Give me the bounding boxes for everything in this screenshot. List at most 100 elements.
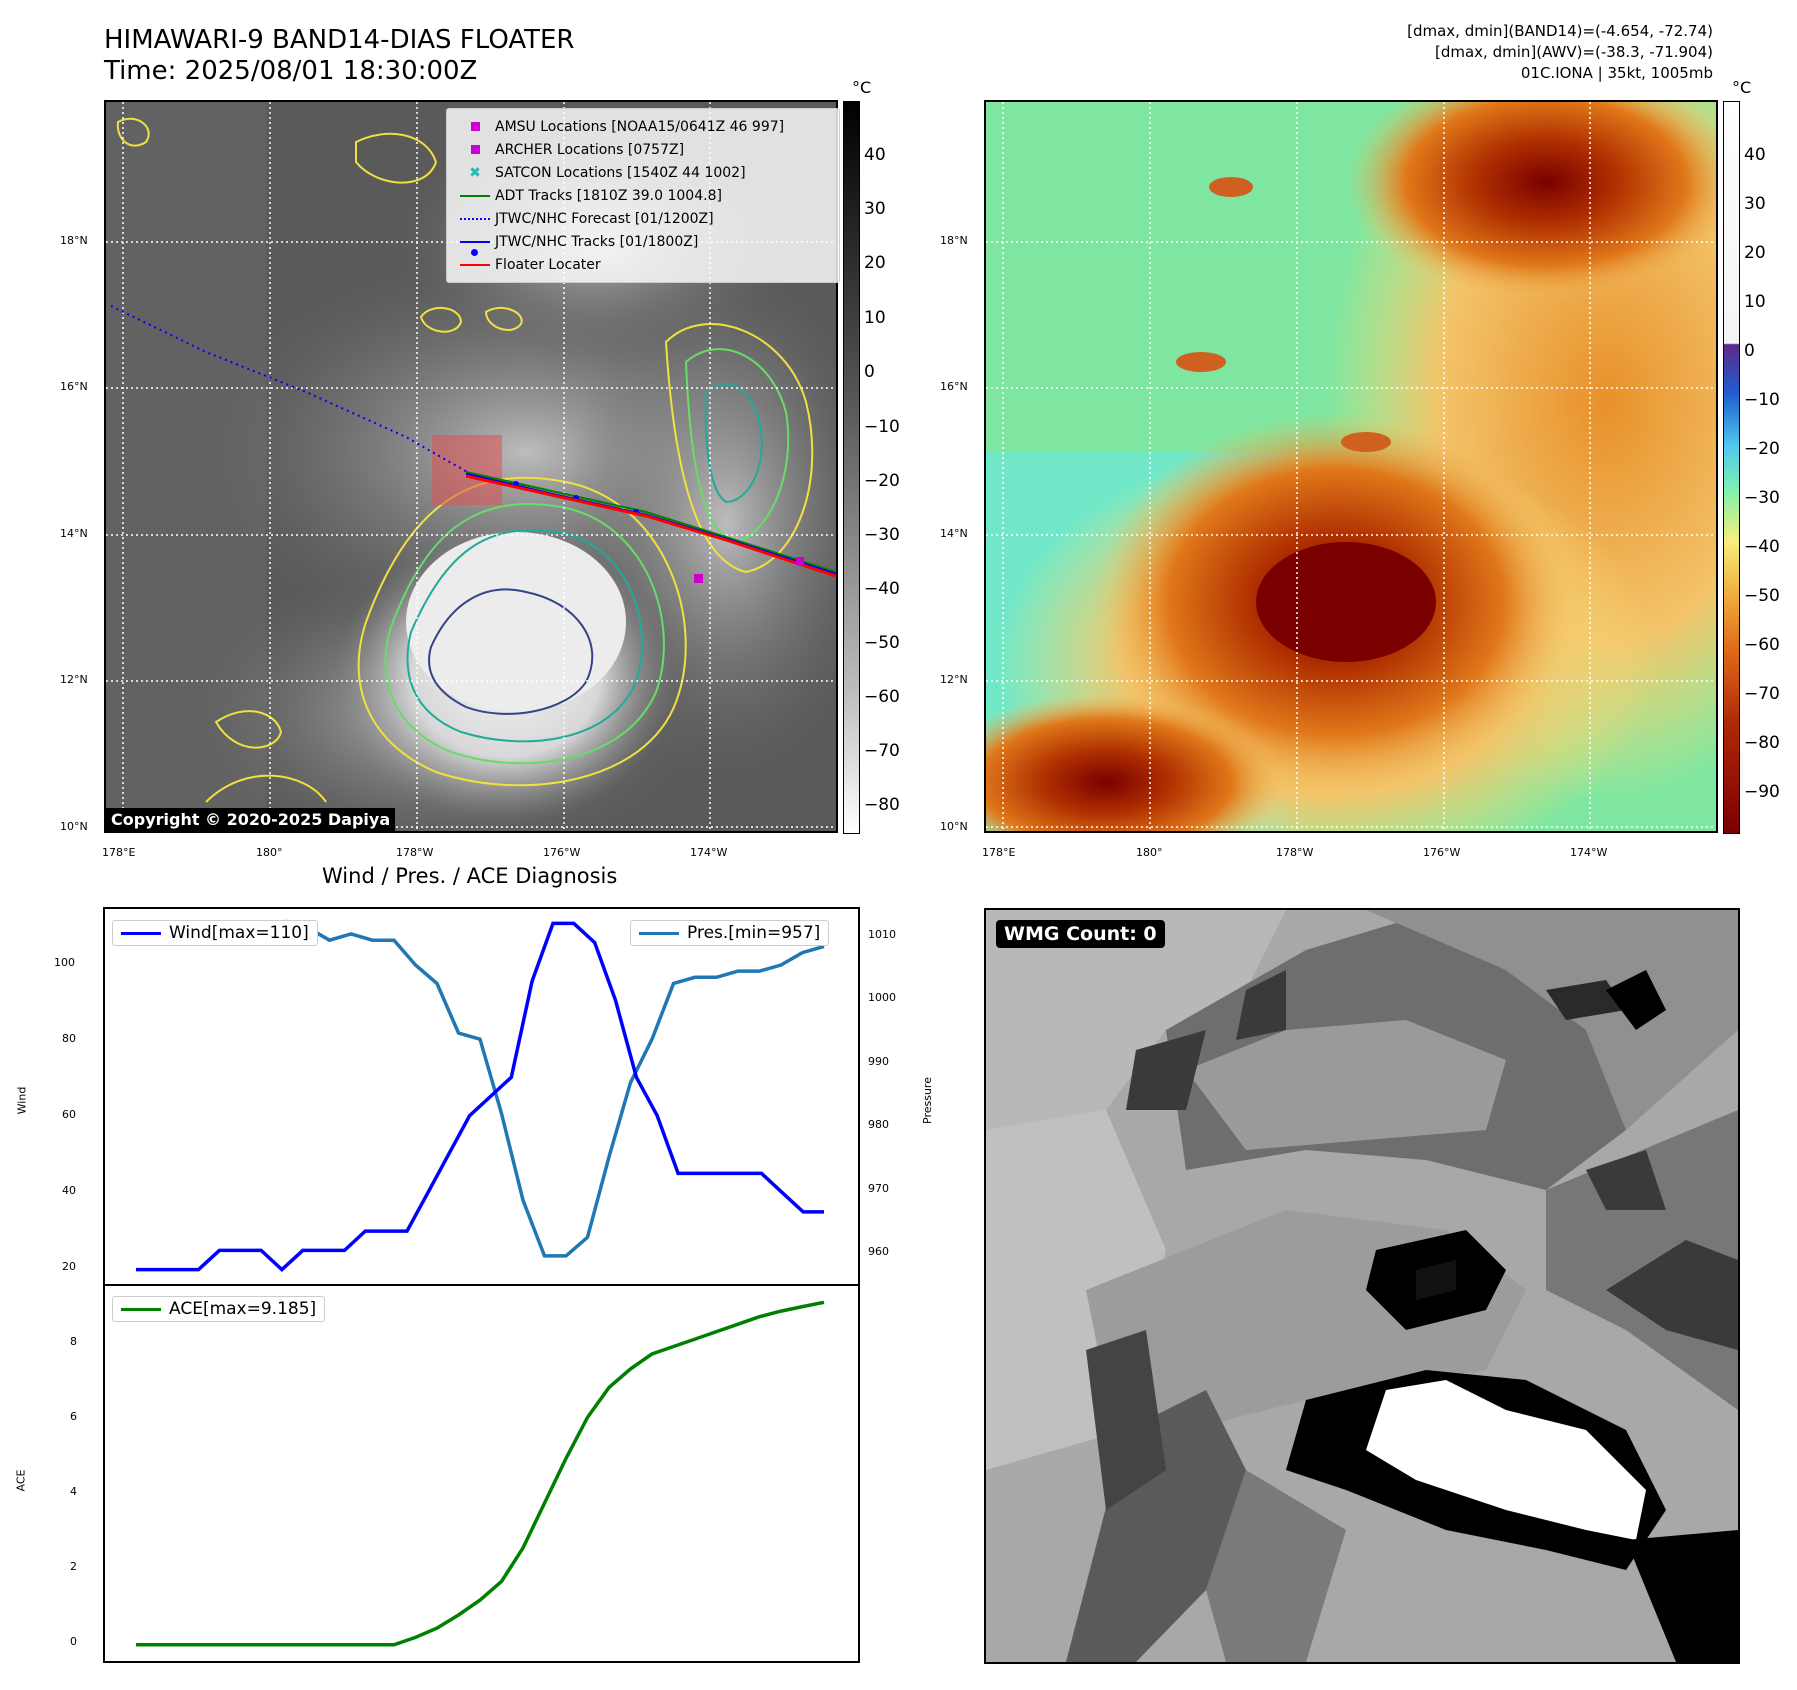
ir-cb-tick: 30 bbox=[864, 199, 886, 219]
legend-item-satcon: ✖ SATCON Locations [1540Z 44 1002] bbox=[469, 164, 746, 181]
color-cb-tick: 30 bbox=[1744, 194, 1766, 214]
ir-cb-tick: 10 bbox=[864, 308, 886, 328]
color-cb-tick: −80 bbox=[1744, 733, 1780, 753]
wind-ytick: 60 bbox=[62, 1108, 76, 1121]
ir-lat-label: 12°N bbox=[60, 673, 88, 686]
ir-cb-tick: 20 bbox=[864, 253, 886, 273]
info-line2: [dmax, dmin](AWV)=(-38.3, -71.904) bbox=[1434, 43, 1713, 61]
legend-item-tracks: JTWC/NHC Tracks [01/1800Z] bbox=[455, 230, 831, 256]
color-lat-label: 10°N bbox=[940, 820, 968, 833]
pres-ytick: 990 bbox=[868, 1055, 889, 1068]
pres-ytick: 1010 bbox=[868, 928, 896, 941]
ir-cb-tick: −70 bbox=[864, 741, 900, 761]
color-lat-label: 14°N bbox=[940, 527, 968, 540]
color-lon-label: 174°W bbox=[1570, 846, 1608, 859]
legend-item-floater: Floater Locater bbox=[455, 253, 831, 276]
wind-ytick: 40 bbox=[62, 1184, 76, 1197]
color-colorbar bbox=[1723, 101, 1740, 834]
wind-ytick: 80 bbox=[62, 1032, 76, 1045]
ir-lat-label: 16°N bbox=[60, 380, 88, 393]
color-cb-tick: −60 bbox=[1744, 635, 1780, 655]
pres-ytick: 960 bbox=[868, 1245, 889, 1258]
info-line3: 01C.IONA | 35kt, 1005mb bbox=[1520, 64, 1713, 82]
color-cb-tick: −90 bbox=[1744, 782, 1780, 802]
ir-cb-tick: −50 bbox=[864, 633, 900, 653]
color-cb-tick: −40 bbox=[1744, 537, 1780, 557]
ir-cb-tick: 0 bbox=[864, 362, 875, 382]
pres-ytick: 1000 bbox=[868, 991, 896, 1004]
ace-ytick: 6 bbox=[70, 1410, 77, 1423]
color-colorbar-ticks: 40 30 20 10 0 −10 −20 −30 −40 −50 −60 −7… bbox=[1744, 145, 1794, 825]
pressure-series-line bbox=[136, 919, 825, 1258]
ir-lon-label: 176°W bbox=[543, 846, 581, 859]
color-cb-tick: −20 bbox=[1744, 439, 1780, 459]
pressure-axis-label: Pressure bbox=[920, 1077, 934, 1124]
ir-lon-label: 174°W bbox=[690, 846, 728, 859]
ace-series-line bbox=[136, 1300, 825, 1647]
color-lon-label: 176°W bbox=[1423, 846, 1461, 859]
color-cb-tick: −10 bbox=[1744, 390, 1780, 410]
color-lat-label: 18°N bbox=[940, 234, 968, 247]
legend-item-adt: ADT Tracks [1810Z 39.0 1004.8] bbox=[455, 184, 831, 207]
color-map-panel bbox=[984, 100, 1718, 833]
info-line1: [dmax, dmin](BAND14)=(-4.654, -72.74) bbox=[1407, 22, 1713, 40]
ir-lat-label: 14°N bbox=[60, 527, 88, 540]
color-lon-label: 178°W bbox=[1276, 846, 1314, 859]
ir-cb-tick: −30 bbox=[864, 525, 900, 545]
ir-cb-tick: 40 bbox=[864, 145, 886, 165]
color-cb-tick: 10 bbox=[1744, 292, 1766, 312]
ir-cb-tick: −60 bbox=[864, 687, 900, 707]
ir-cb-tick: −80 bbox=[864, 795, 900, 815]
wind-ytick: 20 bbox=[62, 1260, 76, 1273]
ace-legend-label: ACE[max=9.185] bbox=[169, 1299, 317, 1319]
legend-item-forecast: JTWC/NHC Forecast [01/1200Z] bbox=[455, 207, 831, 230]
ir-colorbar-unit: °C bbox=[852, 78, 872, 97]
wind-legend: Wind[max=110] bbox=[112, 920, 318, 946]
color-cb-tick: 20 bbox=[1744, 243, 1766, 263]
copyright-badge: Copyright © 2020-2025 Dapiya bbox=[106, 808, 396, 831]
ir-lat-label: 10°N bbox=[60, 820, 88, 833]
ace-legend: ACE[max=9.185] bbox=[112, 1296, 326, 1322]
color-lon-label: 180° bbox=[1136, 846, 1163, 859]
ir-map-legend: AMSU Locations [NOAA15/0641Z 46 997] ARC… bbox=[446, 108, 840, 283]
wmg-count-badge: WMG Count: 0 bbox=[996, 920, 1165, 948]
wmg-image bbox=[986, 910, 1738, 1662]
wind-legend-label: Wind[max=110] bbox=[169, 923, 309, 943]
pres-ytick: 980 bbox=[868, 1118, 889, 1131]
ir-colorbar bbox=[843, 101, 860, 834]
wind-ytick: 100 bbox=[54, 956, 75, 969]
color-cb-tick: 40 bbox=[1744, 145, 1766, 165]
chart-title-line1: HIMAWARI-9 BAND14-DIAS FLOATER bbox=[104, 25, 575, 55]
chart-title-line2: Time: 2025/08/01 18:30:00Z bbox=[104, 56, 478, 86]
color-cb-tick: −30 bbox=[1744, 488, 1780, 508]
ir-lon-label: 180° bbox=[256, 846, 283, 859]
pres-legend-label: Pres.[min=957] bbox=[687, 923, 821, 943]
color-lat-label: 16°N bbox=[940, 380, 968, 393]
ace-ytick: 8 bbox=[70, 1335, 77, 1348]
diagnosis-panel: 100 80 60 40 20 1010 1000 990 980 970 96… bbox=[14, 907, 934, 1664]
pres-ytick: 970 bbox=[868, 1182, 889, 1195]
ir-cb-tick: −40 bbox=[864, 579, 900, 599]
ir-cb-tick: −10 bbox=[864, 417, 900, 437]
pres-legend: Pres.[min=957] bbox=[630, 920, 830, 946]
color-colorbar-unit: °C bbox=[1732, 78, 1752, 97]
ir-lon-label: 178°E bbox=[102, 846, 136, 859]
ace-ytick: 0 bbox=[70, 1635, 77, 1648]
color-lat-label: 12°N bbox=[940, 673, 968, 686]
legend-item-archer: ARCHER Locations [0757Z] bbox=[455, 138, 831, 161]
color-cb-tick: −70 bbox=[1744, 684, 1780, 704]
diagnosis-chart bbox=[103, 907, 860, 1663]
ir-cb-tick: −20 bbox=[864, 471, 900, 491]
ir-colorbar-ticks: 40 30 20 10 0 −10 −20 −30 −40 −50 −60 −7… bbox=[864, 145, 904, 825]
ace-ytick: 2 bbox=[70, 1560, 77, 1573]
diagnosis-title: Wind / Pres. / ACE Diagnosis bbox=[322, 864, 618, 888]
color-cb-tick: −50 bbox=[1744, 586, 1780, 606]
color-map-image bbox=[986, 102, 1716, 831]
color-cb-tick: 0 bbox=[1744, 341, 1755, 361]
color-lon-label: 178°E bbox=[982, 846, 1016, 859]
legend-item-amsu: AMSU Locations [NOAA15/0641Z 46 997] bbox=[455, 115, 831, 138]
ace-ytick: 4 bbox=[70, 1485, 77, 1498]
ir-lon-label: 178°W bbox=[396, 846, 434, 859]
ir-lat-label: 18°N bbox=[60, 234, 88, 247]
wmg-panel bbox=[984, 908, 1740, 1664]
